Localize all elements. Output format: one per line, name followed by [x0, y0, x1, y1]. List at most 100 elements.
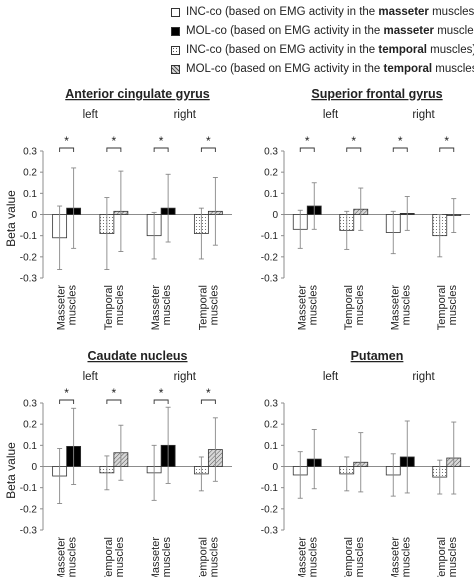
category-label: Massetermuscles: [296, 285, 319, 331]
category-label-line: Temporal: [103, 285, 115, 330]
category-label-line: muscles: [67, 537, 79, 577]
y-axis-label: Beta value: [4, 442, 18, 499]
legend-swatch: [171, 64, 180, 74]
category-label: Temporalmuscles: [197, 285, 220, 331]
significance-bracket: [106, 147, 122, 152]
y-tick-label: 0.2: [23, 168, 37, 179]
category-label: Massetermuscles: [150, 537, 173, 577]
legend-label: MOL-co (based on EMG activity in the tem…: [186, 63, 474, 75]
y-tick-label: -0.2: [261, 252, 279, 263]
group-label: left: [83, 109, 99, 121]
category-label-line: muscles: [114, 285, 126, 326]
chart-title: Anterior cingulate gyrus: [65, 87, 210, 101]
category-label: Massetermuscles: [296, 537, 319, 577]
category-label-line: Masseter: [389, 285, 401, 331]
category-label-line: muscles: [447, 537, 459, 577]
category-label: Massetermuscles: [150, 285, 173, 331]
category-label: Temporalmuscles: [103, 285, 126, 331]
chart-panel: Caudate nucleus left right Beta value 0.3 0.2…: [4, 349, 232, 577]
category-label: Temporalmuscles: [436, 285, 459, 331]
legend-label: INC-co (based on EMG activity in the tem…: [186, 44, 474, 56]
significance-bracket: [346, 147, 362, 152]
category-label: Temporalmuscles: [197, 537, 220, 577]
category-label-line: Masseter: [56, 285, 68, 331]
category-label-text: Massetermuscles: [56, 285, 79, 331]
category-label-line: muscles: [447, 285, 459, 326]
category-label-text: Temporalmuscles: [436, 285, 459, 331]
y-tick-label: -0.3: [261, 274, 279, 285]
category-label-text: Massetermuscles: [150, 537, 173, 577]
category-label-text: Temporalmuscles: [197, 537, 220, 577]
significance-marker: *: [112, 386, 117, 400]
category-label-text: Massetermuscles: [150, 285, 173, 331]
y-tick-label: 0.1: [264, 441, 278, 452]
category-label-text: Massetermuscles: [56, 537, 79, 577]
significance-marker: *: [398, 134, 403, 148]
group-label: right: [412, 109, 435, 121]
category-label-text: Temporalmuscles: [103, 537, 126, 577]
category-label-line: muscles: [354, 285, 366, 326]
category-label: Massetermuscles: [389, 285, 412, 331]
significance-bracket: [59, 147, 75, 152]
group-label: right: [174, 371, 197, 383]
significance-marker: *: [351, 134, 356, 148]
y-tick-label: -0.1: [20, 231, 38, 242]
significance-bracket: [200, 399, 216, 404]
legend-swatch: [171, 45, 180, 55]
category-label-text: Massetermuscles: [296, 537, 319, 577]
category-label: Temporalmuscles: [436, 537, 459, 577]
y-tick-label: 0.2: [23, 420, 37, 431]
significance-marker: *: [159, 134, 164, 148]
category-label-line: muscles: [208, 285, 220, 326]
y-tick-label: 0.3: [264, 399, 278, 410]
y-tick-label: -0.3: [20, 274, 38, 285]
legend-swatch: [171, 26, 180, 36]
category-label-line: muscles: [208, 537, 220, 577]
group-label: left: [323, 109, 339, 121]
legend-label: MOL-co (based on EMG activity in the mas…: [186, 25, 474, 37]
category-label: Temporalmuscles: [343, 537, 366, 577]
y-tick-label: 0: [272, 210, 278, 221]
significance-marker: *: [206, 386, 211, 400]
significance-bracket: [153, 399, 169, 404]
category-label-line: muscles: [307, 537, 319, 577]
y-tick-label: -0.2: [20, 252, 38, 263]
y-tick-label: 0.3: [23, 399, 37, 410]
category-label-text: Temporalmuscles: [197, 285, 220, 331]
significance-bracket: [153, 147, 169, 152]
category-label-line: Masseter: [150, 537, 162, 577]
category-label: Temporalmuscles: [103, 537, 126, 577]
chart-title: Putamen: [351, 349, 404, 363]
significance-marker: *: [305, 134, 310, 148]
category-label-line: Temporal: [103, 537, 115, 577]
legend-item: MOL-co (based on EMG activity in the mas…: [171, 22, 474, 40]
category-label-line: muscles: [67, 285, 79, 326]
category-label-line: Temporal: [436, 537, 448, 577]
category-label-text: Massetermuscles: [389, 537, 412, 577]
significance-bracket: [200, 147, 216, 152]
category-label-line: Temporal: [197, 285, 209, 330]
y-tick-label: 0.1: [23, 189, 37, 200]
category-label-line: muscles: [354, 537, 366, 577]
group-label: right: [412, 371, 435, 383]
significance-bracket: [59, 399, 75, 404]
y-tick-label: -0.2: [20, 504, 38, 515]
significance-bracket: [299, 147, 315, 152]
category-label: Temporalmuscles: [343, 285, 366, 331]
category-label-line: muscles: [114, 537, 126, 577]
category-label: Massetermuscles: [56, 537, 79, 577]
significance-marker: *: [159, 386, 164, 400]
y-tick-label: -0.1: [261, 483, 279, 494]
group-label: left: [323, 371, 339, 383]
legend-item: INC-co (based on EMG activity in the tem…: [171, 41, 474, 59]
significance-bracket: [392, 147, 408, 152]
y-tick-label: 0: [31, 462, 37, 473]
category-label-line: muscles: [400, 537, 412, 577]
significance-marker: *: [206, 134, 211, 148]
y-tick-label: 0.2: [264, 168, 278, 179]
significance-marker: *: [64, 134, 69, 148]
legend-item: MOL-co (based on EMG activity in the tem…: [171, 60, 474, 78]
category-label-line: Temporal: [197, 537, 209, 577]
legend: INC-co (based on EMG activity in the mas…: [0, 0, 474, 80]
